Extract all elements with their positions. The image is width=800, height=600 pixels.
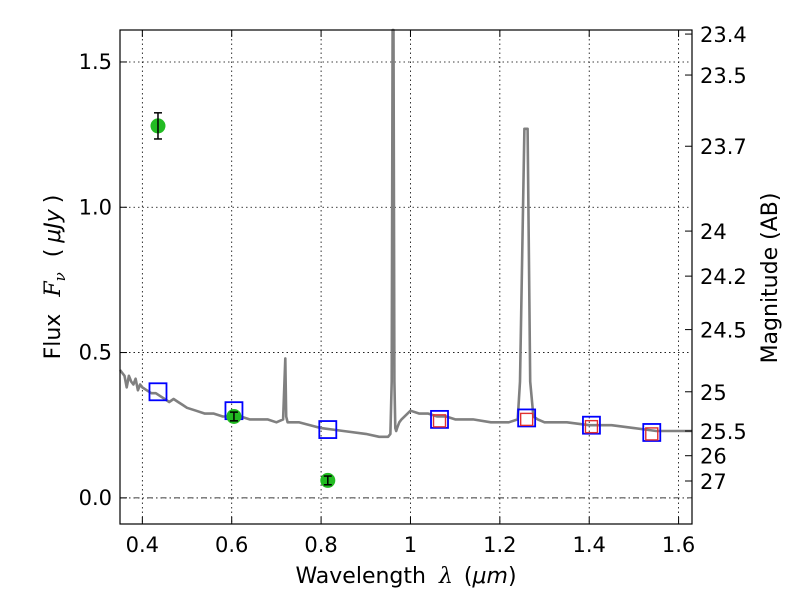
model-spectrum: [118, 28, 692, 439]
x-tick-label: 0.6: [215, 533, 248, 557]
y-axis-label: Flux Fν (μJy): [41, 195, 71, 360]
spectrum-line: [118, 28, 692, 439]
y-tick-label: 1.0: [79, 195, 112, 219]
y2-axis-label: Magnitude (AB): [758, 193, 783, 364]
model-photometry-square: [148, 382, 168, 402]
y-tick-label: 1.5: [79, 50, 112, 74]
model-photometry-square: [517, 408, 537, 428]
y2-tick-label: 25: [700, 381, 727, 405]
grid: [120, 30, 692, 524]
x-axis-label: Wavelength λ (μm): [295, 564, 516, 589]
x-tick-label: 1: [404, 533, 417, 557]
model-photometry-square: [318, 420, 338, 439]
y2-tick-label: 24: [700, 220, 727, 244]
y-tick-label: 0.5: [79, 341, 112, 365]
x-tick-label: 1.2: [483, 533, 516, 557]
observed-nir-square: [432, 414, 447, 428]
y2-tick-label: 25.5: [700, 420, 747, 444]
x-tick-label: 0.8: [304, 533, 337, 557]
plot-frame: [119, 29, 693, 525]
photometry-markers: [148, 112, 662, 488]
y2-tick-label: 24.5: [700, 319, 747, 343]
y2-tick-label: 24.2: [700, 265, 747, 289]
y-tick-label: 0.0: [79, 486, 112, 510]
x-tick-label: 1.4: [573, 533, 606, 557]
x-tick-label: 0.4: [126, 533, 159, 557]
observed-nir-square: [519, 412, 534, 427]
model-photometry-square: [430, 409, 449, 429]
y2-tick-label: 23.5: [700, 64, 747, 88]
y2-tick-label: 23.7: [700, 135, 747, 159]
observed-nir-square: [645, 427, 659, 441]
y2-tick-label: 23.4: [700, 23, 747, 47]
x-axis-ticks: 0.4 0.6 0.8 1 1.2 1.4 1.6: [126, 30, 695, 557]
model-photometry-square: [582, 415, 601, 435]
y2-tick-label: 26: [700, 445, 727, 469]
observed-nir-square: [584, 419, 599, 434]
y2-tick-label: 27: [700, 470, 727, 494]
y-axis-ticks: 0.0 0.5 1.0 1.5: [79, 50, 127, 510]
model-photometry-square: [642, 423, 662, 442]
x-tick-label: 1.6: [662, 533, 695, 557]
